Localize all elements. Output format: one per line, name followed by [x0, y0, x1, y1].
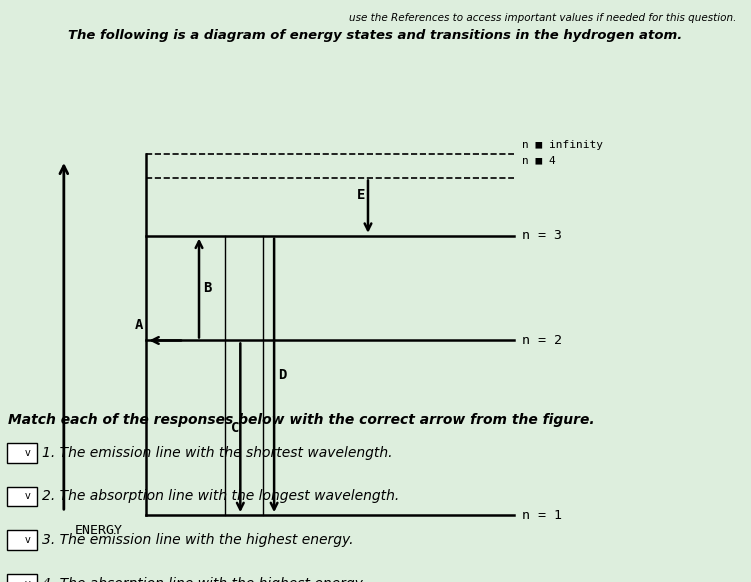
Text: Match each of the responses below with the correct arrow from the figure.: Match each of the responses below with t… — [8, 413, 594, 427]
FancyBboxPatch shape — [7, 443, 37, 463]
Text: n ■ infinity: n ■ infinity — [522, 140, 603, 150]
Text: B: B — [204, 281, 212, 295]
Text: n = 2: n = 2 — [522, 334, 562, 347]
Text: E: E — [357, 188, 365, 202]
Text: n ■ 4: n ■ 4 — [522, 155, 556, 165]
Text: use the References to access important values if needed for this question.: use the References to access important v… — [348, 13, 736, 23]
Text: v: v — [26, 491, 31, 502]
Text: v: v — [26, 448, 31, 458]
Text: 3. The emission line with the highest energy.: 3. The emission line with the highest en… — [42, 533, 354, 547]
Text: n = 3: n = 3 — [522, 229, 562, 242]
Text: v: v — [26, 579, 31, 582]
Text: 2. The absorption line with the longest wavelength.: 2. The absorption line with the longest … — [42, 489, 400, 503]
Text: The following is a diagram of energy states and transitions in the hydrogen atom: The following is a diagram of energy sta… — [68, 29, 683, 42]
Text: ENERGY: ENERGY — [75, 524, 123, 537]
Text: 4. The absorption line with the highest energy.: 4. The absorption line with the highest … — [42, 577, 366, 582]
Text: D: D — [279, 368, 287, 382]
Text: A: A — [134, 318, 143, 332]
Text: C: C — [231, 421, 239, 435]
Text: n = 1: n = 1 — [522, 509, 562, 521]
FancyBboxPatch shape — [7, 487, 37, 506]
Text: v: v — [26, 535, 31, 545]
Text: 1. The emission line with the shortest wavelength.: 1. The emission line with the shortest w… — [42, 446, 393, 460]
FancyBboxPatch shape — [7, 530, 37, 550]
FancyBboxPatch shape — [7, 574, 37, 582]
